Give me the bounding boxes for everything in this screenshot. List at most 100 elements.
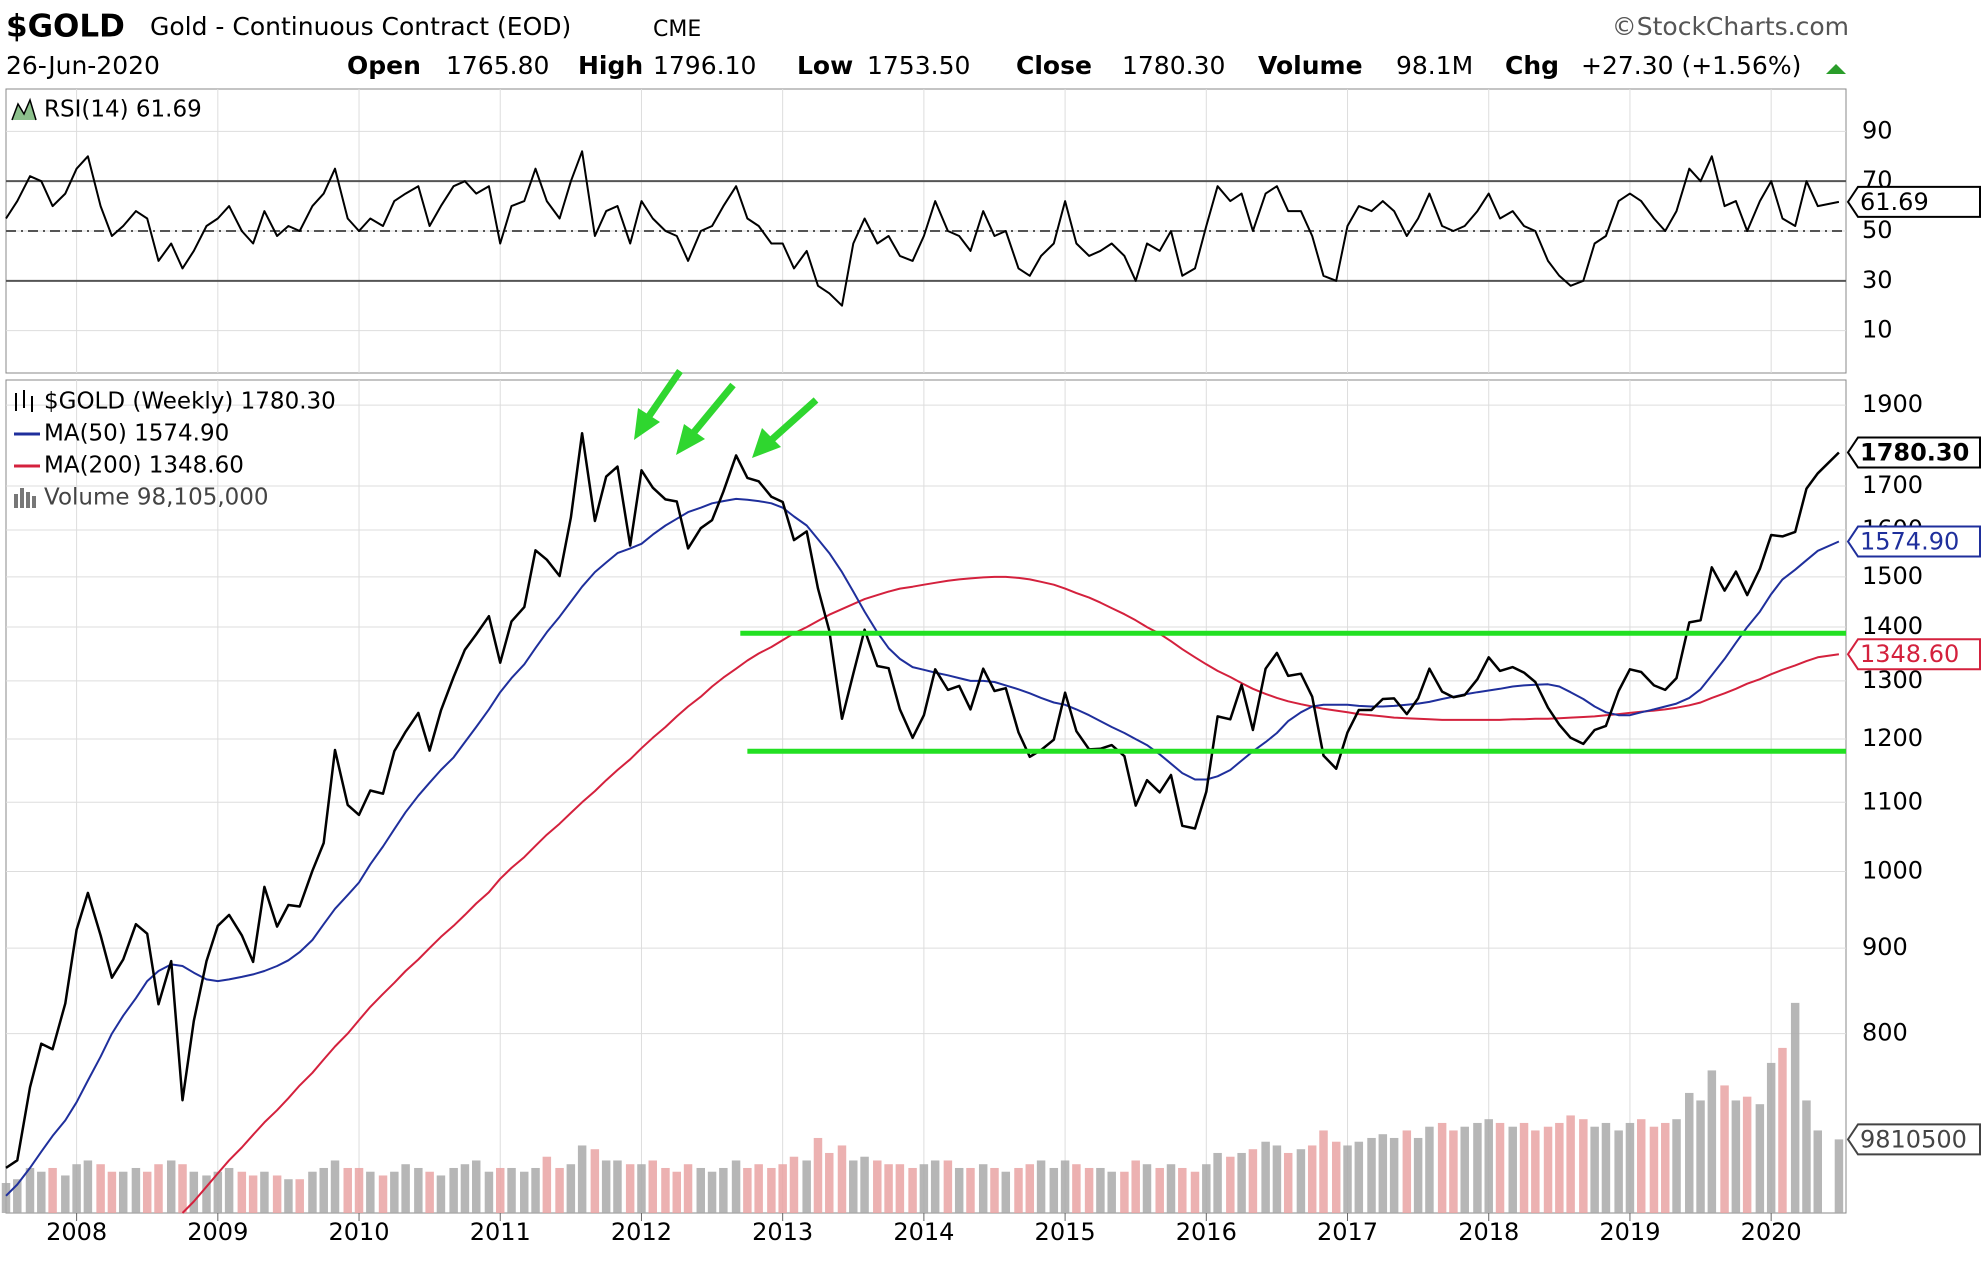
y-tick-label: 1700 (1862, 471, 1923, 499)
volume-bar (1484, 1119, 1493, 1213)
volume-bar (13, 1179, 22, 1213)
volume-bar (1543, 1126, 1553, 1213)
quote-value: 1796.10 (653, 51, 756, 80)
legend-text: RSI(14) 61.69 (44, 97, 202, 123)
volume-bar (601, 1160, 611, 1213)
volume-bar (789, 1156, 799, 1213)
last-value-label: 9810500 (1860, 1125, 1967, 1153)
volume-bar (496, 1167, 505, 1213)
up-indicator (1826, 64, 1846, 74)
volume-bar (1226, 1156, 1235, 1213)
volume-bar (1155, 1167, 1164, 1213)
volume-bar (1425, 1126, 1434, 1213)
volume-bar (460, 1164, 470, 1213)
volume-bar (37, 1171, 46, 1213)
volume-bar (542, 1156, 552, 1213)
volume-bar (1437, 1122, 1447, 1213)
volume-bar (343, 1167, 352, 1213)
volume-bar (272, 1175, 282, 1213)
volume-bar (354, 1167, 364, 1213)
volume-bar (131, 1167, 141, 1213)
volume-bar (849, 1160, 858, 1213)
arrow (765, 397, 819, 446)
x-tick-label: 2016 (1176, 1218, 1237, 1246)
legend-text: MA(200) 1348.60 (44, 453, 244, 479)
volume-bar (1460, 1126, 1469, 1213)
legend-text: $GOLD (Weekly) 1780.30 (44, 389, 336, 415)
volume-bar (719, 1167, 728, 1213)
quote-value: 98.1M (1396, 51, 1473, 80)
volume-bar (1813, 1130, 1822, 1213)
volume-bar (484, 1171, 494, 1213)
volume-bar (1637, 1119, 1646, 1213)
volume-bar (1261, 1141, 1270, 1213)
volume-bar (978, 1164, 988, 1213)
volume-bar (1036, 1160, 1046, 1213)
volume-bar (767, 1167, 776, 1213)
arrow (687, 382, 736, 440)
volume-bar (1802, 1100, 1811, 1213)
x-tick-label: 2013 (752, 1218, 813, 1246)
volume-bar (1248, 1149, 1258, 1213)
arrow-head (634, 408, 660, 440)
x-tick-label: 2018 (1458, 1218, 1519, 1246)
volume-bar (472, 1160, 481, 1213)
volume-bar (873, 1160, 882, 1213)
volume-bar (330, 1160, 340, 1213)
volume-bar (1072, 1164, 1081, 1213)
volume-bar (107, 1171, 117, 1213)
volume-bar (590, 1149, 600, 1213)
volume-bar (378, 1175, 388, 1213)
volume-bar (802, 1160, 811, 1213)
y-tick-label: 1900 (1862, 390, 1923, 418)
arrow-head (752, 428, 781, 458)
arrow (642, 369, 683, 424)
volume-bar (1107, 1171, 1116, 1213)
price-line (5, 431, 1840, 1169)
volume-bar (401, 1164, 410, 1213)
volume-bar (1755, 1104, 1765, 1213)
volume-bar (1060, 1160, 1070, 1213)
quote-value: 1765.80 (446, 51, 549, 80)
volume-bar (1742, 1096, 1752, 1213)
volume-bar (1331, 1141, 1341, 1213)
volume-bar (414, 1167, 423, 1213)
moving-average (5, 497, 1840, 1197)
volume-bar (1120, 1171, 1129, 1213)
volume-bar (189, 1171, 199, 1213)
volume-bar (707, 1171, 717, 1213)
volume-bar (754, 1164, 763, 1213)
volume-bar (1661, 1122, 1670, 1213)
volume-bar (966, 1167, 975, 1213)
volume-bar (248, 1175, 258, 1213)
rsi-tick-label: 30 (1862, 266, 1893, 294)
volume-bar (1473, 1122, 1482, 1213)
volume-bar (930, 1160, 940, 1213)
volume-bar (1601, 1122, 1611, 1213)
last-value-box (1846, 185, 1981, 218)
x-tick-label: 2017 (1317, 1218, 1378, 1246)
panels: 2008 2009 2010 2011 2012 2013 2014 2015 2016 2017… (1, 88, 1981, 1246)
volume-bar (1166, 1164, 1176, 1213)
date: 26-Jun-2020 (6, 51, 160, 80)
volume-bar (520, 1171, 529, 1213)
volume-bar (260, 1171, 269, 1213)
legend-icon (15, 390, 33, 412)
volume-bar (566, 1164, 576, 1213)
volume-bar (1531, 1130, 1540, 1213)
rsi-line (5, 150, 1840, 307)
volume-bar (1014, 1167, 1023, 1213)
volume-bar (860, 1156, 869, 1213)
volume-bar (1495, 1122, 1505, 1213)
volume-bar (1790, 1002, 1800, 1213)
volume-bar (1272, 1145, 1282, 1213)
volume-bar (1834, 1139, 1844, 1213)
volume-bar (1025, 1164, 1035, 1213)
volume-bar (1354, 1141, 1364, 1213)
volume-bar (96, 1164, 105, 1213)
volume-bar (142, 1171, 152, 1213)
x-tick-label: 2010 (328, 1218, 389, 1246)
volume-bar (1319, 1130, 1328, 1213)
rsi-tick-label: 90 (1862, 116, 1893, 144)
